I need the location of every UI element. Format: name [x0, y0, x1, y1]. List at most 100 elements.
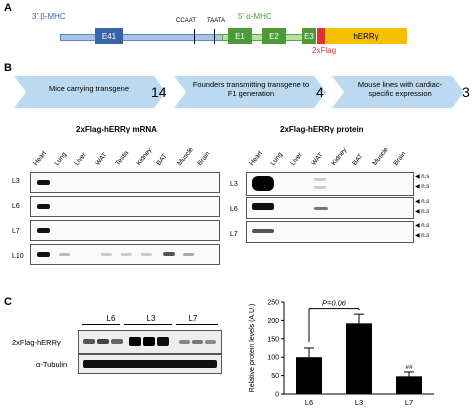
ns-label-4: ◀ n.s	[415, 209, 430, 215]
workflow-arrows	[14, 76, 464, 108]
x-tick-label: L7	[405, 398, 413, 407]
ns-label-2: ◀ n.s	[415, 184, 430, 190]
mrna-band-muscle	[163, 252, 175, 256]
mrna-gel-l3	[30, 172, 220, 193]
exon-e2: E2	[262, 28, 286, 44]
lane-label-bat: BAT	[350, 152, 365, 167]
lane-label-wat: WAT	[309, 151, 325, 167]
mrna-blot-title: 2xFlag-hERRγ mRNA	[76, 125, 157, 134]
workflow-count-2: 4	[316, 84, 324, 100]
x-tick-label: L6	[305, 398, 313, 407]
wb-band	[143, 337, 155, 346]
lane-label-kidney: Kidney	[330, 146, 349, 167]
group-line	[176, 324, 218, 325]
ns-label-5: ◀ n.s	[415, 223, 430, 229]
mrna-band-faint	[141, 253, 152, 256]
lane-label-bat: BAT	[155, 152, 169, 167]
lane-label-wat: WAT	[93, 151, 109, 167]
exon-e41: E41	[95, 28, 123, 44]
protein-band-ns	[314, 207, 328, 210]
ns-label-3: ◀ n.s	[415, 199, 430, 205]
panel-label-c: C	[4, 296, 12, 308]
protein-band-faint	[314, 186, 326, 189]
herr-gamma-box: hERRγ	[325, 28, 407, 44]
mrna-band	[37, 180, 50, 185]
protein-row-l6: L6	[230, 206, 238, 213]
lane-label-lung: Lung	[268, 151, 284, 167]
y-tick-label: 200	[267, 318, 279, 325]
protein-gel-l7	[246, 221, 414, 243]
workflow-step-1: Mice carrying transgene	[48, 84, 130, 93]
workflow-count-1: 14	[151, 84, 167, 100]
beta-mhc-label: 3' β-MHC	[32, 12, 66, 21]
panel-label-b: B	[4, 62, 12, 74]
lane-label-heart: Heart	[32, 149, 48, 167]
western-row-tubulin: α-Tubulin	[36, 360, 68, 369]
bar-chart: 0 50 100 150 200 250 Relative protein levels (…	[249, 299, 434, 407]
bar-l6	[296, 357, 322, 394]
protein-band	[252, 176, 274, 191]
y-axis-label: Relative protein levels (A.U.)	[249, 304, 256, 393]
protein-gel-l3	[246, 172, 414, 196]
y-tick-label: 0	[275, 392, 279, 399]
flag-tag-label: 2xFlag	[312, 46, 337, 55]
mrna-band	[37, 228, 50, 233]
x-tick-label: L3	[355, 398, 363, 407]
alpha-mhc-label: 5' α-MHC	[238, 12, 272, 21]
protein-band	[252, 229, 274, 233]
mrna-band-faint	[59, 253, 70, 256]
mrna-band-faint	[121, 253, 132, 256]
workflow-step-2: Founders transmitting transgene to F1 ge…	[192, 80, 310, 98]
mrna-row-l7: L7	[12, 228, 20, 235]
mrna-row-l3: L3	[12, 178, 20, 185]
ns-text: n.s	[421, 209, 430, 215]
exon-e3: E3	[302, 28, 316, 44]
taata-mark	[214, 29, 215, 44]
group-line	[124, 324, 172, 325]
y-tick-label: 150	[267, 336, 279, 343]
mrna-gel-l6	[30, 196, 220, 217]
mrna-band-faint	[183, 253, 194, 256]
mrna-band-faint	[101, 253, 112, 256]
western-gel-flag	[78, 330, 222, 354]
protein-gel-l6	[246, 197, 414, 219]
lane-label-testis: Testis	[114, 149, 131, 167]
wb-band	[205, 340, 216, 344]
taata-label: TAATA	[207, 18, 225, 24]
lane-label-liver: Liver	[73, 151, 88, 167]
flag-tag-box	[317, 28, 325, 44]
ns-text: n.s	[421, 199, 430, 205]
wb-band	[157, 337, 169, 346]
group-line	[82, 324, 120, 325]
wb-band	[83, 339, 95, 344]
ns-label-1: ◀ n.s	[415, 174, 430, 180]
ns-text: n.s	[421, 184, 430, 190]
workflow-count-3: 3	[462, 84, 470, 100]
ccaat-mark	[194, 29, 195, 44]
lane-label-kidney: Kidney	[134, 146, 153, 167]
mrna-row-l6: L6	[12, 203, 20, 210]
y-tick-label: 250	[267, 300, 279, 307]
bar-l3	[346, 323, 372, 394]
wb-band-tubulin	[83, 360, 217, 368]
mrna-row-l10: L10	[12, 253, 24, 260]
lane-label-lung: Lung	[52, 151, 68, 167]
ns-text: n.s	[421, 174, 430, 180]
bar-l7	[396, 376, 422, 394]
p-value-annotation: P=0.06	[322, 299, 347, 308]
lane-label-heart: Heart	[248, 149, 264, 167]
mrna-gel-l10	[30, 244, 220, 265]
wb-band	[129, 337, 141, 346]
lane-label-brain: Brain	[196, 150, 212, 167]
lane-label-liver: Liver	[289, 151, 304, 167]
workflow-step-3: Mouse lines with cardiac-specific expres…	[357, 80, 443, 98]
significance-marker: ##	[405, 364, 413, 371]
protein-row-l7: L7	[230, 231, 238, 238]
ccaat-label: CCAAT	[176, 18, 196, 24]
western-group-l3: L3	[146, 314, 156, 323]
western-group-l6: L6	[106, 314, 116, 323]
lane-label-muscle: Muscle	[175, 146, 195, 167]
wb-band	[192, 340, 203, 344]
y-tick-label: 50	[271, 373, 279, 380]
wb-band	[179, 340, 190, 344]
